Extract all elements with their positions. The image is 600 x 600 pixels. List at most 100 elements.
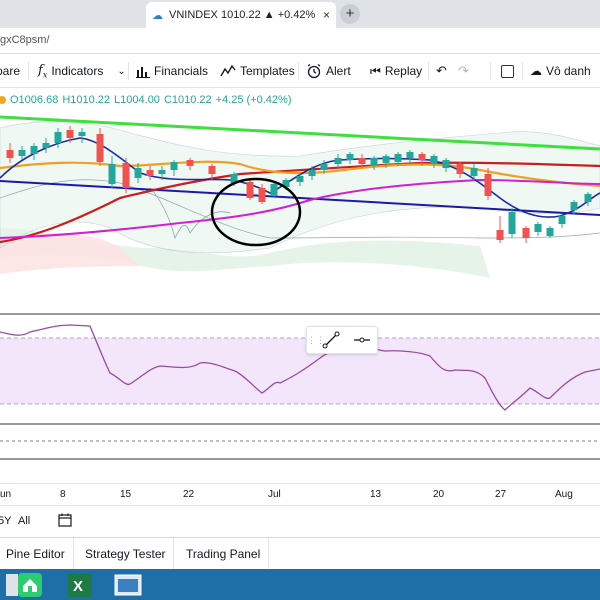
time-label: 20 (433, 489, 445, 500)
candle-body (534, 224, 542, 232)
candle-body (134, 168, 142, 178)
compare-button[interactable]: pare (0, 54, 20, 88)
candle-body (320, 164, 328, 170)
blue-trendline (0, 180, 600, 216)
undo-icon: ↶ (436, 63, 447, 78)
circle-annotation[interactable] (210, 177, 302, 247)
time-label: 15 (120, 489, 132, 500)
candle-body (430, 156, 438, 164)
alert-label: Alert (326, 64, 351, 78)
ohlc-close: C1010.22 (163, 94, 212, 106)
candle-body (508, 212, 516, 234)
time-axis[interactable]: un 8 15 22 Jul 13 20 27 Aug (0, 483, 600, 505)
tab-title: VNINDEX 1010.22 ▲ +0.42% Vô (169, 9, 317, 21)
candle-body (170, 162, 178, 170)
candle-body (394, 154, 402, 162)
candle-body (54, 132, 62, 143)
candle-body (358, 158, 366, 164)
magenta-ma-line (0, 178, 600, 239)
templates-label: Templates (240, 64, 295, 78)
address-bar[interactable]: gxC8psm/ (0, 28, 600, 54)
candle-body (270, 184, 278, 196)
candle-body (42, 143, 50, 148)
chevron-down-icon[interactable]: ⌄ (117, 65, 126, 77)
tab-strategy-tester[interactable]: Strategy Tester (77, 538, 175, 570)
range-selector: 5Y All (0, 505, 600, 535)
time-label: 8 (60, 489, 66, 500)
candle-body (584, 194, 592, 202)
replay-button[interactable]: ⏮ Replay (370, 54, 422, 88)
checkbox-icon (501, 64, 514, 78)
candle-body (96, 134, 104, 162)
bottom-panel-tabs: Pine Editor Strategy Tester Trading Pane… (0, 537, 600, 570)
browser-tab-strip: ☁ VNINDEX 1010.22 ▲ +0.42% Vô × + (0, 0, 600, 28)
candle-body (382, 156, 390, 163)
bollinger-outer (0, 179, 600, 239)
range-all-button[interactable]: All (18, 515, 31, 527)
red-ma-line (0, 161, 600, 244)
time-label: Jul (268, 489, 281, 500)
range-5y-button[interactable]: 5Y (0, 515, 12, 527)
green-trendline (0, 115, 600, 151)
financials-button[interactable]: Financials (136, 54, 208, 88)
candle-body (346, 154, 354, 160)
line-tool-button[interactable] (315, 326, 346, 354)
time-label: Aug (555, 489, 573, 500)
alert-button[interactable]: Alert (306, 54, 351, 88)
tab-pine-editor[interactable]: Pine Editor (0, 538, 74, 570)
taskbar-app[interactable] (10, 571, 50, 598)
time-label: un (0, 489, 12, 500)
line-tool-icon (322, 331, 339, 349)
taskbar-app[interactable] (0, 571, 32, 598)
symbol-dot-icon[interactable] (0, 96, 6, 104)
rsi-line (0, 324, 600, 411)
candle-body (122, 163, 130, 188)
tab-trading-panel[interactable]: Trading Panel (178, 538, 270, 570)
candle-body (406, 152, 414, 158)
window-icon (114, 574, 142, 595)
candle-body (30, 146, 38, 154)
toolbar-divider (28, 62, 29, 80)
candle-body (442, 160, 450, 168)
indicators-label: Indicators (51, 64, 104, 78)
redo-button[interactable]: ↷ (458, 54, 469, 88)
ohlc-low: L1004.00 (114, 94, 160, 106)
candle-body (246, 182, 254, 198)
bars-icon (136, 67, 150, 78)
toolbar-divider (490, 62, 491, 80)
candle-body (522, 228, 530, 238)
tab-close-icon[interactable]: × (322, 8, 330, 22)
indicators-button[interactable]: fx Indicators ⌄ (38, 54, 126, 88)
ohlc-high: H1010.22 (62, 94, 111, 106)
candle-body (546, 228, 554, 236)
house-icon (18, 572, 42, 597)
candle-body (146, 170, 154, 176)
layout-button[interactable]: ☁ Vô danh (530, 54, 591, 88)
calendar-icon[interactable] (58, 513, 72, 530)
ohlc-open: O1006.68 (10, 94, 59, 106)
os-taskbar: X (0, 569, 600, 600)
pink-cloud (0, 233, 140, 274)
candle-body (296, 176, 304, 182)
chart-toolbar: pare fx Indicators ⌄ Financials Template… (0, 54, 600, 88)
candle-body (370, 158, 378, 166)
templates-button[interactable]: Templates (220, 54, 295, 88)
horizontal-line-button[interactable] (346, 326, 377, 354)
price-chart[interactable] (0, 88, 600, 483)
drag-handle-icon[interactable]: ⋮⋮ (307, 334, 325, 345)
horizontal-line-icon (353, 337, 370, 343)
taskbar-app[interactable]: X (60, 571, 100, 598)
candle-body (6, 150, 14, 158)
ohlc-change: +4.25 (+0.42%) (215, 94, 292, 106)
candle-body (418, 154, 426, 160)
candle-body (484, 174, 492, 196)
new-tab-button[interactable]: + (340, 4, 360, 24)
candlesticks (6, 126, 592, 243)
taskbar-app[interactable] (108, 571, 148, 598)
drawing-floating-toolbar: ⋮⋮ (306, 326, 378, 354)
app-icon (6, 573, 18, 596)
browser-tab[interactable]: ☁ VNINDEX 1010.22 ▲ +0.42% Vô × (146, 2, 336, 28)
toggle-checkbox[interactable] (501, 54, 514, 88)
undo-button[interactable]: ↶ (436, 54, 447, 88)
ohlc-legend: O1006.68 H1010.22 L1004.00 C1010.22 +4.2… (0, 92, 292, 108)
